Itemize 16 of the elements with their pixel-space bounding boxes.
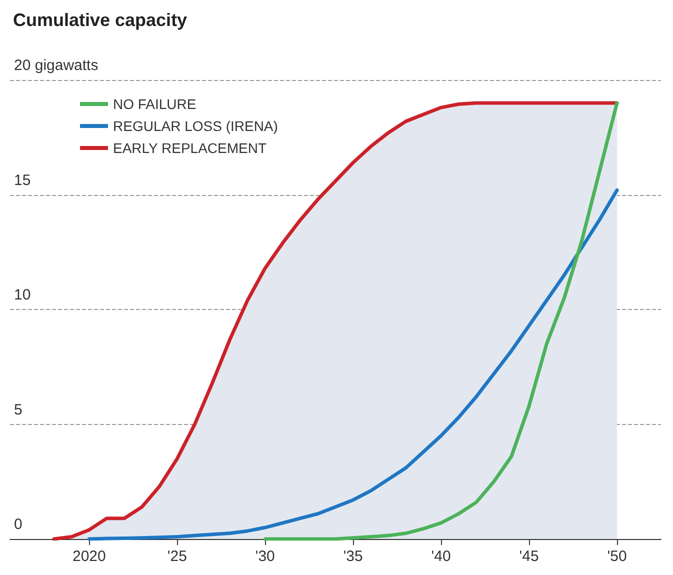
y-tick-label: 5 — [14, 401, 22, 418]
y-tick-label: 20 gigawatts — [14, 57, 98, 74]
y-tick-label: 10 — [14, 286, 31, 304]
x-tick-label: '40 — [431, 548, 451, 565]
x-tick-label: '35 — [343, 548, 363, 565]
legend-label: NO FAILURE — [113, 96, 196, 112]
y-tick-label: 15 — [14, 172, 31, 189]
x-tick-label: '45 — [519, 548, 539, 565]
chart-title: Cumulative capacity — [13, 10, 188, 30]
x-tick-label: '25 — [167, 548, 187, 565]
legend-label: EARLY REPLACEMENT — [113, 140, 267, 156]
x-tick-label: '30 — [255, 548, 275, 565]
x-tick-label: 2020 — [72, 548, 106, 565]
legend-label: REGULAR LOSS (IRENA) — [113, 118, 278, 134]
x-tick-label: '50 — [607, 548, 627, 565]
y-tick-label: 0 — [14, 516, 22, 533]
